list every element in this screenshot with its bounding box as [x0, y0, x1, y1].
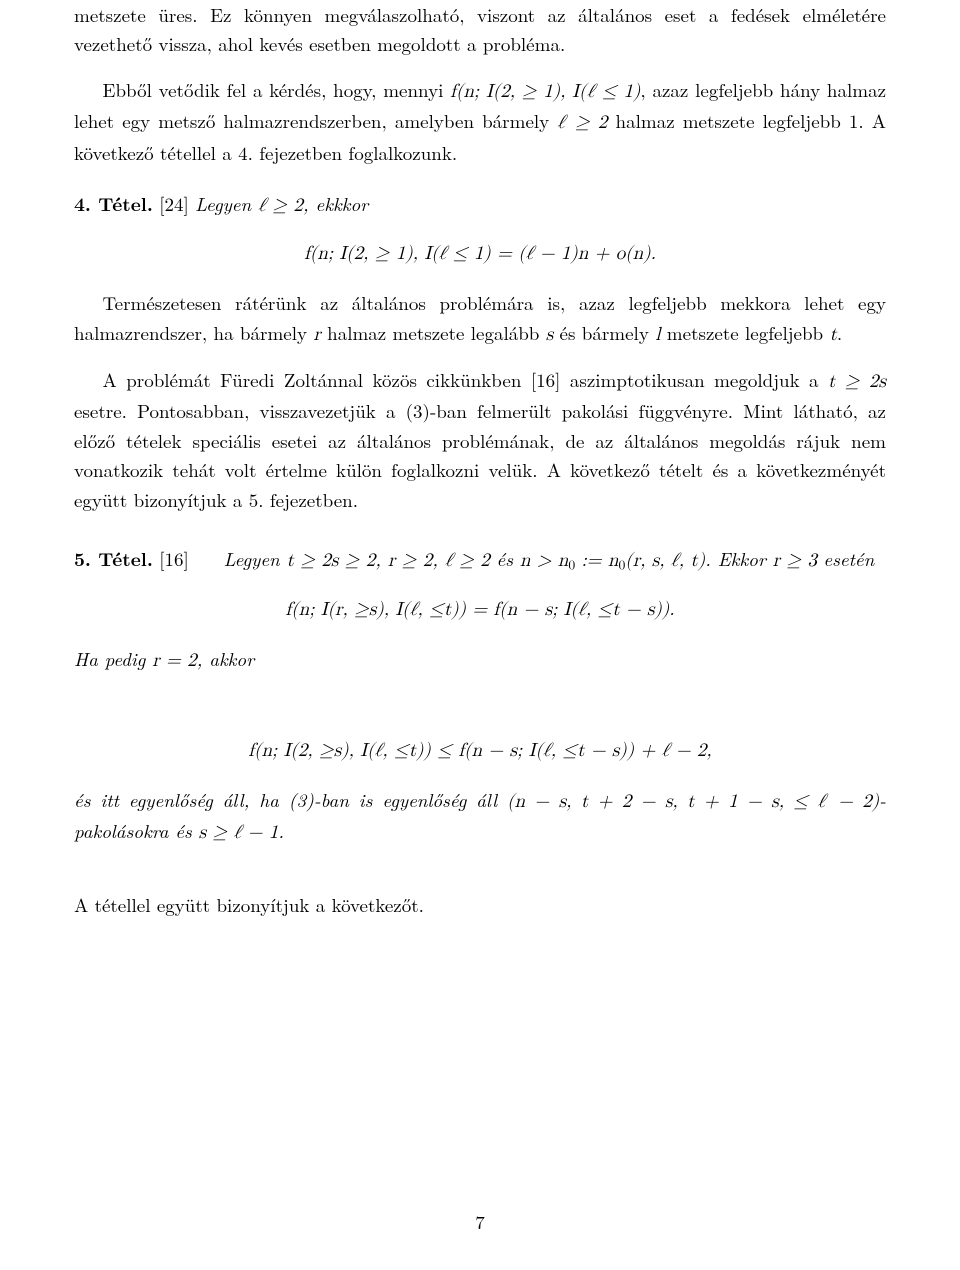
inline-math: t ≥ 2s ≥ 2 [287, 551, 376, 570]
inline-math: ℓ ≥ 2 [445, 551, 490, 570]
paragraph: Természetesen rátérünk az általános prob… [74, 288, 886, 349]
theorem-5: 5. Tétel. [16] Legyen t ≥ 2s ≥ 2, r ≥ 2,… [74, 544, 886, 577]
text: Ha pedig [74, 645, 152, 672]
text: metszete legfeljebb [660, 319, 829, 346]
inline-math: ℓ ≥ 2 [557, 113, 607, 132]
inline-math: r ≥ 3 [773, 551, 817, 570]
theorem-4: 4. Tétel. [24] Legyen ℓ ≥ 2, ekkkor [74, 189, 886, 220]
text: , akkor [197, 645, 255, 672]
display-equation-3: f(n; I(2, ≥s), I(ℓ, ≤t)) ≤ f(n − s; I(ℓ,… [74, 736, 886, 765]
text: Legyen [224, 545, 287, 572]
text: és [490, 545, 520, 572]
inline-math: r ≥ 2 [388, 551, 432, 570]
inline-math: t ≥ 2s [828, 372, 886, 391]
text: Legyen [195, 190, 258, 217]
page: metszete üres. Ez könnyen megválaszolhat… [0, 0, 960, 1270]
text: . Ekkor [705, 545, 773, 572]
text: és bármely [553, 319, 655, 346]
theorem-label: 5. Tétel. [74, 544, 153, 572]
theorem-label: 4. Tétel. [74, 189, 153, 217]
inline-math: (n − s, t + 2 − s, t + 1 − s, ≤ ℓ − 2) [507, 792, 879, 811]
paragraph-continuation: metszete üres. Ez könnyen megválaszolhat… [74, 0, 886, 59]
text: , [432, 545, 445, 572]
text: A problémát Füredi Zoltánnal közös cikkü… [103, 366, 828, 393]
text: , [375, 545, 388, 572]
inline-math: s ≥ ℓ − 1 [199, 823, 279, 842]
theorem-ref: [16] [153, 545, 195, 572]
theorem-statement: Legyen t ≥ 2s ≥ 2, r ≥ 2, ℓ ≥ 2 és n > n… [224, 545, 773, 572]
inline-math: f(n; I(2, ≥ 1), I(ℓ ≤ 1) [450, 82, 640, 101]
theorem-5-end: és itt egyenlőség áll, ha (3)-ban is egy… [74, 785, 886, 848]
display-equation-2: f(n; I(r, ≥s), I(ℓ, ≤t)) = f(n − s; I(ℓ,… [74, 595, 886, 624]
inline-math: t [829, 325, 836, 344]
text: . [278, 817, 284, 844]
text: Ebből vetődik fel a kérdés, hogy, mennyi [103, 76, 451, 103]
text: esetre. Pontosabban, visszavezetjük a (3… [74, 397, 886, 512]
inline-math: r = 2 [152, 651, 196, 670]
text: esetén [823, 545, 874, 572]
theorem-ref: [24] [153, 190, 195, 217]
text: és itt egyenlőség áll, ha (3)-ban is egy… [74, 786, 507, 813]
theorem-5-continued: Ha pedig r = 2, akkor [74, 644, 886, 675]
display-equation-1: f(n; I(2, ≥ 1), I(ℓ ≤ 1) = (ℓ − 1)n + o(… [74, 239, 886, 268]
text: , ekkkor [303, 190, 368, 217]
paragraph: Ebből vetődik fel a kérdés, hogy, mennyi… [74, 75, 886, 167]
inline-math: n > n0 := n0(r, s, ℓ, t) [520, 551, 705, 570]
text: halmaz metszete legalább [321, 319, 546, 346]
paragraph: A problémát Füredi Zoltánnal közös cikkü… [74, 365, 886, 514]
inline-math: r [313, 325, 320, 344]
text: . [837, 319, 842, 346]
page-number: 7 [0, 1207, 960, 1236]
inline-math: ℓ ≥ 2 [258, 196, 303, 215]
theorem-statement: Legyen ℓ ≥ 2, ekkkor [195, 190, 368, 217]
paragraph: A tétellel együtt bizonyítjuk a következ… [74, 890, 886, 919]
